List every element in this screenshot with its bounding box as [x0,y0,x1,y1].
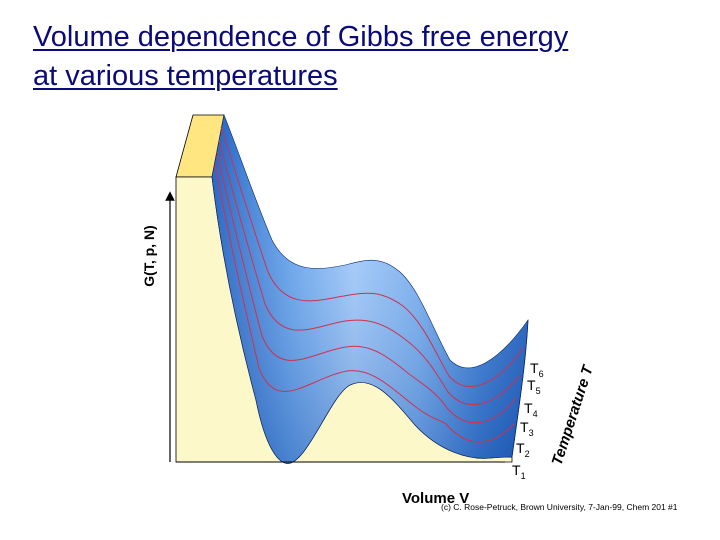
temperature-label-t3: T3 [520,419,534,438]
temperature-label-t5: T5 [527,377,541,396]
slide-title: Volume dependence of Gibbs free energy a… [33,18,693,96]
temperature-label-t4: T4 [524,400,538,419]
copyright-credit: (c) C. Rose-Petruck, Brown University, 7… [441,502,678,512]
temperature-label-t6: T6 [530,360,544,379]
isotherm-line [216,151,517,424]
x-axis-label: Volume V [402,490,469,507]
y-axis-label: G(T, p, N) [141,225,157,286]
temperature-axis-label: Temperature T [549,362,598,468]
temperature-labels: T6 T5 T4 T3 T2 T1 [512,360,544,481]
isotherm-line [220,126,524,387]
isotherms [214,126,524,443]
isotherm-line [214,163,515,443]
title-line-2: at various temperatures [33,60,338,92]
title-line-1: Volume dependence of Gibbs free energy [33,21,569,53]
temperature-label-t2: T2 [516,440,530,459]
temperature-label-t1: T1 [512,462,526,481]
surface-right-edge [511,319,529,458]
isotherm-line [218,139,520,406]
